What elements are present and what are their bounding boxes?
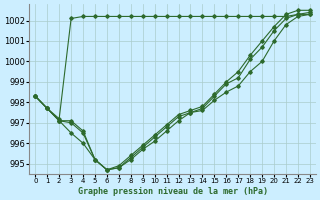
- X-axis label: Graphe pression niveau de la mer (hPa): Graphe pression niveau de la mer (hPa): [77, 187, 268, 196]
